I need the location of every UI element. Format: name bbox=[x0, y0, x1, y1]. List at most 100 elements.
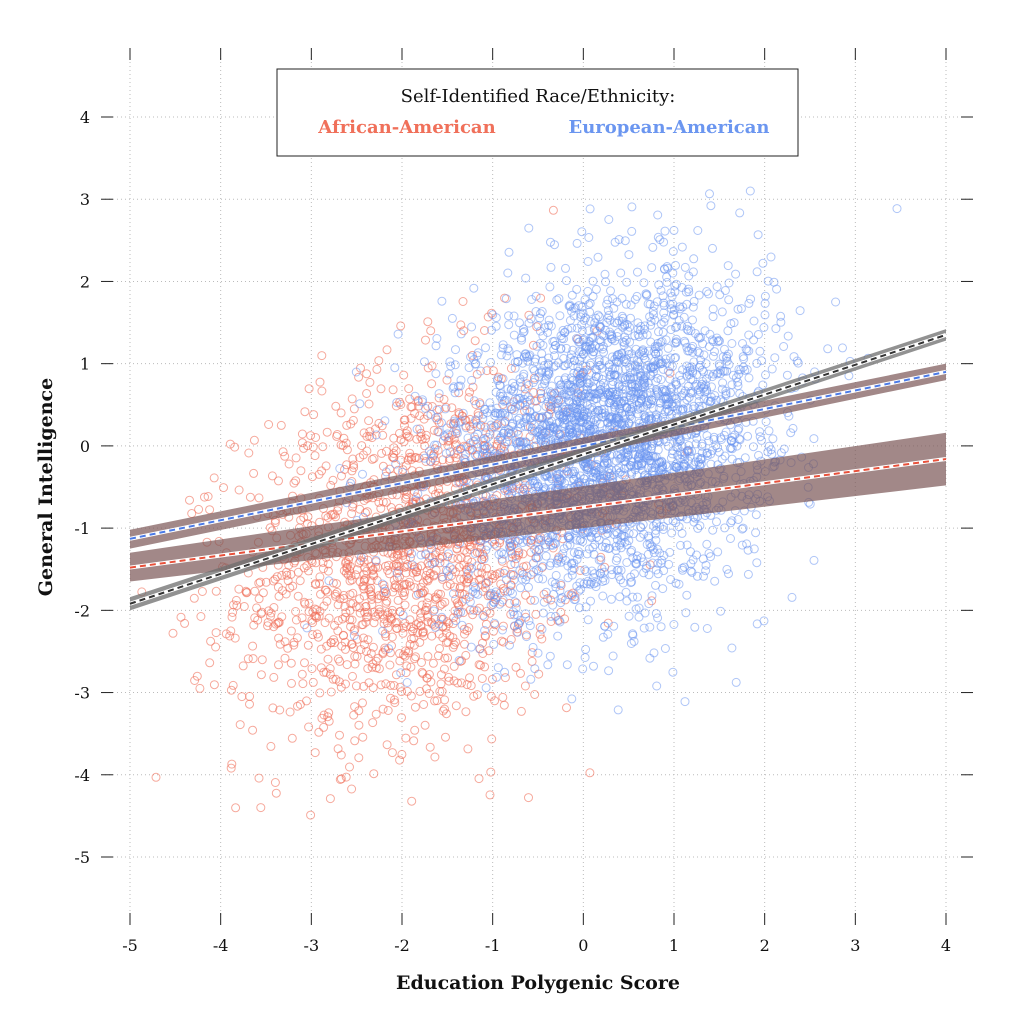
data-point bbox=[598, 591, 608, 601]
data-point bbox=[406, 662, 416, 672]
data-point bbox=[516, 706, 526, 716]
data-point bbox=[340, 612, 350, 622]
data-point bbox=[239, 602, 249, 611]
data-point bbox=[654, 327, 663, 337]
data-point bbox=[577, 415, 587, 425]
data-point bbox=[306, 431, 316, 441]
data-point bbox=[434, 418, 444, 428]
data-point bbox=[772, 284, 782, 294]
data-point bbox=[329, 510, 339, 520]
data-point bbox=[554, 480, 564, 490]
data-point bbox=[743, 569, 753, 579]
data-point bbox=[468, 610, 478, 620]
data-point bbox=[474, 774, 484, 784]
data-point bbox=[617, 349, 627, 359]
data-point bbox=[273, 582, 283, 592]
data-point bbox=[289, 640, 299, 650]
data-point bbox=[677, 242, 687, 252]
data-point bbox=[440, 404, 450, 414]
data-point bbox=[516, 423, 526, 433]
data-point bbox=[589, 549, 599, 559]
data-point bbox=[386, 693, 395, 703]
data-point bbox=[660, 226, 670, 236]
data-point bbox=[417, 600, 427, 610]
data-point bbox=[563, 573, 573, 583]
data-point bbox=[266, 741, 276, 751]
data-point bbox=[639, 278, 649, 288]
data-point bbox=[647, 591, 657, 601]
data-point bbox=[438, 706, 448, 716]
data-point bbox=[415, 637, 425, 647]
data-point bbox=[440, 704, 449, 714]
data-point bbox=[308, 677, 318, 687]
data-point bbox=[424, 574, 434, 583]
data-point bbox=[554, 375, 564, 385]
data-point bbox=[656, 622, 666, 632]
data-point bbox=[545, 651, 555, 661]
data-point bbox=[269, 672, 279, 682]
data-point bbox=[516, 615, 525, 625]
data-point bbox=[510, 357, 520, 367]
data-point bbox=[491, 313, 501, 323]
data-point bbox=[713, 443, 723, 453]
data-point bbox=[550, 579, 560, 589]
data-point bbox=[376, 680, 386, 690]
data-point bbox=[362, 432, 372, 441]
data-point bbox=[586, 531, 596, 541]
data-point bbox=[367, 662, 377, 672]
data-point bbox=[515, 566, 525, 576]
data-point bbox=[591, 284, 601, 294]
data-point bbox=[533, 648, 543, 658]
data-point bbox=[662, 262, 672, 271]
data-point bbox=[369, 769, 379, 779]
data-point bbox=[548, 540, 558, 550]
data-point bbox=[524, 318, 534, 328]
data-point bbox=[704, 548, 714, 558]
data-point bbox=[331, 401, 341, 411]
data-point bbox=[482, 571, 492, 581]
data-point bbox=[471, 415, 481, 425]
data-point bbox=[350, 736, 360, 746]
data-point bbox=[721, 386, 731, 396]
data-point bbox=[547, 396, 557, 406]
data-point bbox=[652, 297, 662, 307]
data-point bbox=[699, 382, 709, 392]
data-point bbox=[315, 579, 324, 588]
data-point bbox=[617, 316, 627, 326]
data-point bbox=[522, 632, 531, 642]
data-point bbox=[509, 311, 519, 321]
data-point bbox=[443, 637, 453, 647]
data-point bbox=[552, 419, 561, 429]
data-point bbox=[687, 362, 697, 372]
data-point bbox=[389, 443, 399, 453]
data-point bbox=[624, 462, 634, 472]
data-point bbox=[426, 677, 436, 687]
data-point bbox=[517, 335, 527, 345]
data-point bbox=[518, 549, 528, 559]
data-point bbox=[720, 523, 730, 533]
data-point bbox=[753, 230, 763, 240]
x-tick-label: 4 bbox=[941, 936, 951, 955]
data-point bbox=[593, 412, 603, 422]
data-point bbox=[658, 584, 668, 594]
data-point bbox=[478, 610, 488, 620]
data-point bbox=[527, 295, 537, 304]
data-point bbox=[892, 204, 902, 214]
data-point bbox=[407, 796, 417, 806]
data-point bbox=[393, 595, 403, 605]
data-point bbox=[550, 351, 559, 361]
data-point bbox=[554, 469, 564, 479]
data-point bbox=[585, 579, 595, 589]
data-point bbox=[484, 646, 494, 656]
data-point bbox=[443, 566, 452, 576]
data-point bbox=[363, 653, 373, 663]
data-point bbox=[654, 280, 664, 290]
data-point bbox=[626, 578, 636, 588]
data-point bbox=[687, 343, 696, 353]
data-point bbox=[297, 438, 307, 448]
data-point bbox=[431, 413, 441, 423]
data-point bbox=[411, 453, 421, 462]
data-point bbox=[554, 294, 564, 304]
data-point bbox=[404, 452, 414, 462]
